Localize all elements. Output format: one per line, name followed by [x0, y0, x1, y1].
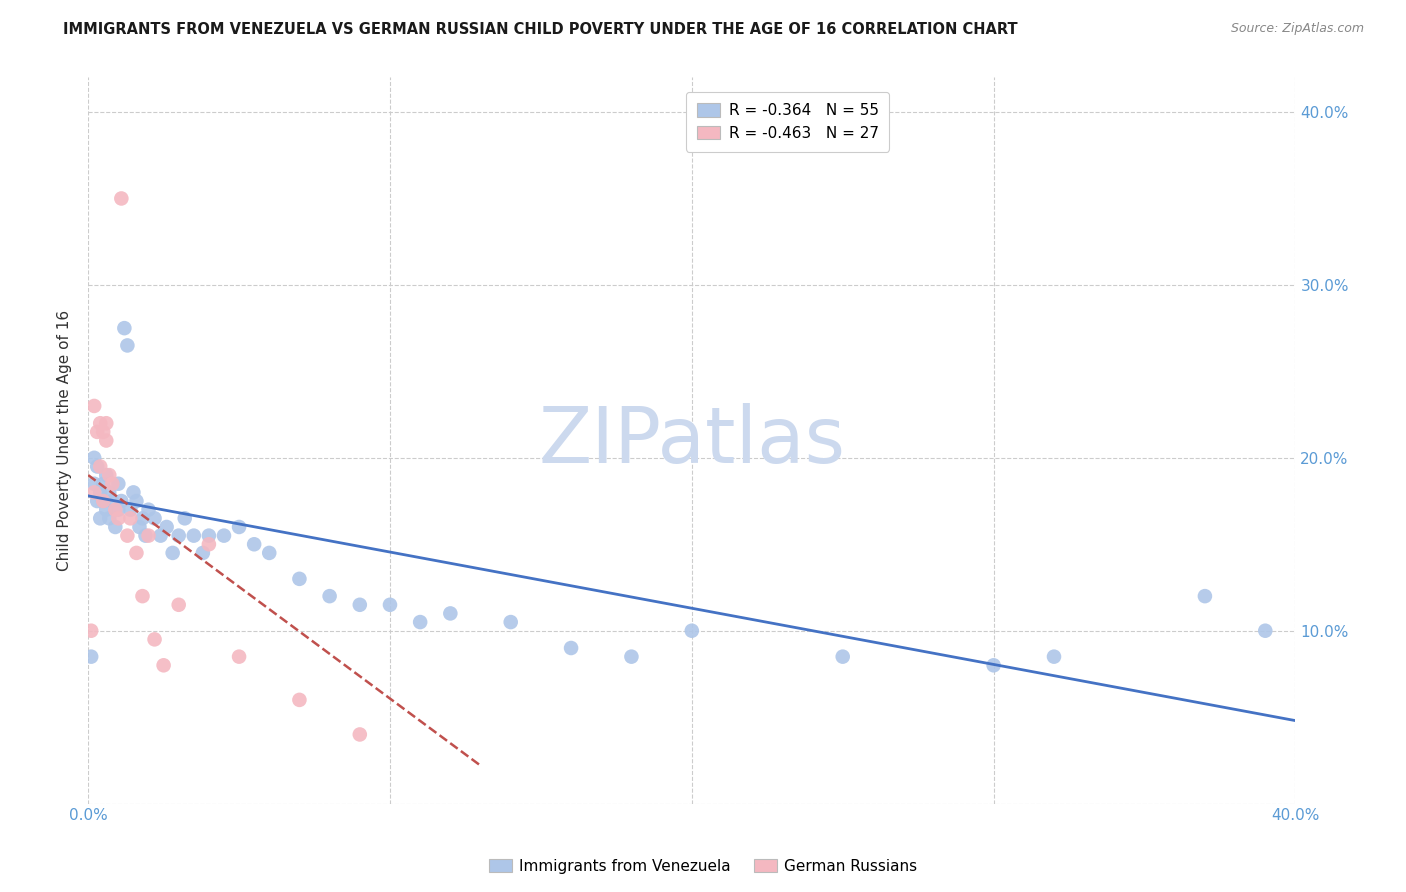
Point [122, 485, 145, 500]
Point [83, 476, 105, 491]
Point [101, 476, 124, 491]
Point [101, 494, 124, 508]
Point [152, 658, 174, 673]
Point [96, 468, 118, 483]
Point [499, 615, 522, 629]
Point [80, 624, 103, 638]
Point [91, 476, 114, 491]
Point [162, 546, 184, 560]
Point [620, 649, 643, 664]
Point [89, 459, 111, 474]
Point [143, 632, 166, 647]
Point [107, 502, 129, 516]
Point [1194, 589, 1216, 603]
Point [107, 511, 129, 525]
Point [117, 338, 139, 352]
Point [1043, 649, 1066, 664]
Point [173, 511, 195, 525]
Point [110, 494, 132, 508]
Point [98, 511, 121, 525]
Point [91, 494, 114, 508]
Point [98, 468, 121, 483]
Point [167, 528, 190, 542]
Point [128, 520, 150, 534]
Point [96, 416, 118, 430]
Point [378, 598, 401, 612]
Point [198, 528, 221, 542]
Point [96, 434, 118, 448]
Point [134, 528, 156, 542]
Point [138, 528, 160, 542]
Point [149, 528, 172, 542]
Point [80, 649, 103, 664]
Point [831, 649, 853, 664]
Text: IMMIGRANTS FROM VENEZUELA VS GERMAN RUSSIAN CHILD POVERTY UNDER THE AGE OF 16 CO: IMMIGRANTS FROM VENEZUELA VS GERMAN RUSS… [63, 22, 1018, 37]
Point [243, 537, 266, 551]
Point [83, 450, 105, 465]
Point [288, 693, 311, 707]
Point [138, 502, 160, 516]
Point [318, 589, 340, 603]
Point [439, 607, 461, 621]
Point [83, 485, 105, 500]
Point [349, 598, 371, 612]
Point [191, 546, 214, 560]
Point [409, 615, 432, 629]
Point [83, 399, 105, 413]
Point [257, 546, 280, 560]
Point [143, 511, 166, 525]
Point [349, 727, 371, 741]
Point [131, 511, 153, 525]
Point [167, 598, 190, 612]
Point [91, 425, 114, 439]
Text: Source: ZipAtlas.com: Source: ZipAtlas.com [1230, 22, 1364, 36]
Point [112, 321, 135, 335]
Point [86, 494, 108, 508]
Point [228, 520, 250, 534]
Text: ZIPatlas: ZIPatlas [538, 402, 845, 478]
Y-axis label: Child Poverty Under the Age of 16: Child Poverty Under the Age of 16 [58, 310, 72, 571]
Point [117, 528, 139, 542]
Point [681, 624, 703, 638]
Point [104, 502, 127, 516]
Legend: R = -0.364   N = 55, R = -0.463   N = 27: R = -0.364 N = 55, R = -0.463 N = 27 [686, 93, 890, 152]
Point [120, 502, 142, 516]
Point [89, 416, 111, 430]
Point [91, 494, 114, 508]
Point [89, 485, 111, 500]
Point [156, 520, 179, 534]
Point [125, 546, 148, 560]
Point [86, 459, 108, 474]
Point [110, 191, 132, 205]
Point [131, 589, 153, 603]
Point [120, 511, 142, 525]
Point [198, 537, 221, 551]
Point [183, 528, 205, 542]
Legend: Immigrants from Venezuela, German Russians: Immigrants from Venezuela, German Russia… [482, 853, 924, 880]
Point [104, 520, 127, 534]
Point [107, 476, 129, 491]
Point [212, 528, 235, 542]
Point [89, 511, 111, 525]
Point [125, 494, 148, 508]
Point [288, 572, 311, 586]
Point [560, 640, 582, 655]
Point [96, 502, 118, 516]
Point [86, 425, 108, 439]
Point [983, 658, 1005, 673]
Point [98, 485, 121, 500]
Point [228, 649, 250, 664]
Point [1254, 624, 1277, 638]
